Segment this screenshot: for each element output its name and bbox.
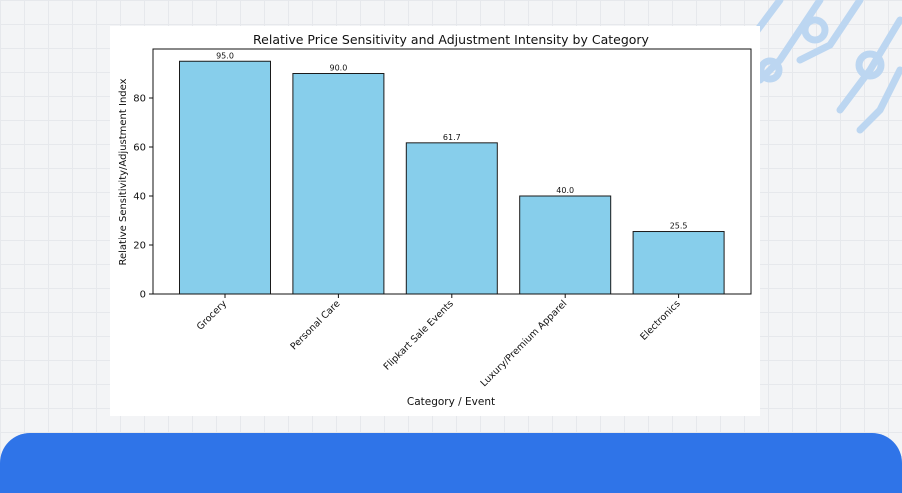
plot-frame	[152, 48, 752, 295]
x-tick-label: Electronics	[638, 298, 682, 342]
bar-value-label: 25.5	[670, 222, 688, 231]
x-tick-label: Flipkart Sale Events	[382, 298, 456, 372]
y-tick-label: 40	[133, 192, 146, 203]
circuit-lines-icon	[746, 0, 902, 134]
y-tick-label: 0	[140, 290, 146, 301]
y-axis-label: Relative Sensitivity/Adjustment Index	[118, 78, 129, 265]
chart-title: Relative Price Sensitivity and Adjustmen…	[253, 32, 650, 47]
x-tick-label: Luxury/Premium Apparel	[479, 298, 570, 389]
plot-area: 0 20 40 60 80 95.0 Grocery 90.0 Personal Care 61.…	[133, 51, 725, 389]
bar-value-label: 61.7	[443, 133, 461, 142]
bar	[632, 231, 725, 295]
y-tick-label: 60	[133, 143, 146, 154]
bar	[179, 60, 271, 295]
bar	[405, 142, 498, 295]
bar-value-label: 90.0	[329, 64, 347, 73]
bar-value-label: 95.0	[216, 51, 234, 60]
bar-chart: Relative Price Sensitivity and Adjustmen…	[118, 32, 752, 408]
bar	[519, 195, 612, 295]
chart-card: Relative Price Sensitivity and Adjustmen…	[110, 26, 760, 416]
x-axis-label: Category / Event	[407, 396, 495, 408]
bar-value-label: 40.0	[556, 186, 574, 195]
y-tick-label: 20	[133, 241, 146, 252]
y-tick-label: 80	[133, 94, 146, 105]
x-tick-label: Grocery	[195, 298, 230, 333]
x-tick-label: Personal Care	[288, 298, 342, 352]
bar	[292, 73, 385, 295]
bottom-banner	[0, 433, 902, 493]
